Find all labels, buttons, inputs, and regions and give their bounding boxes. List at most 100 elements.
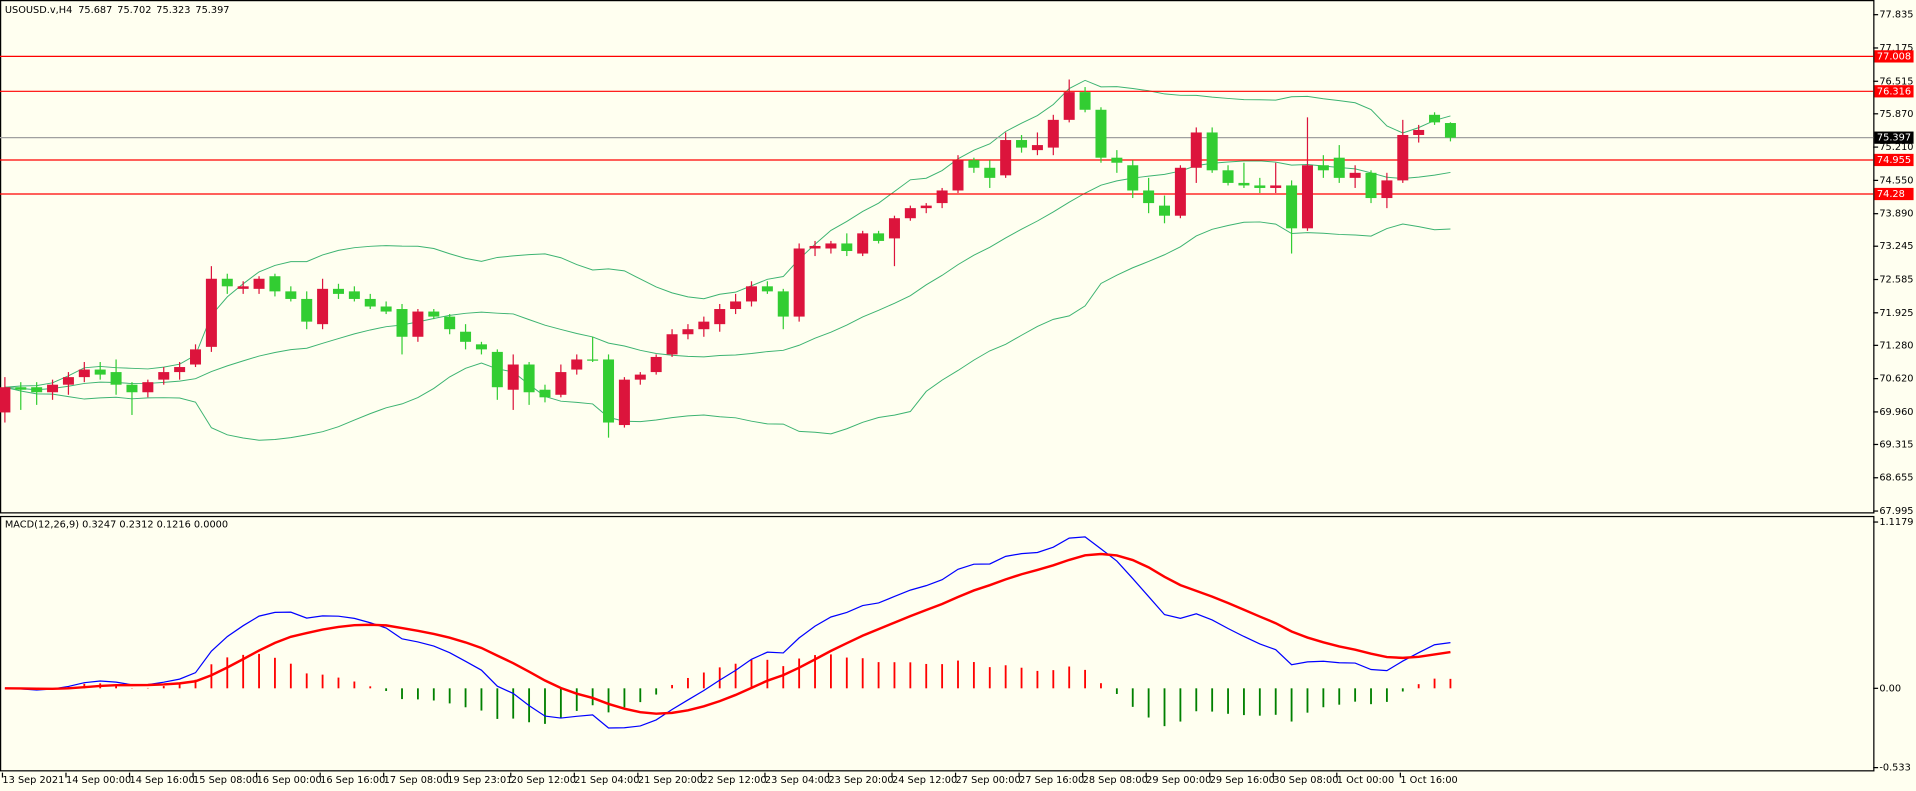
candle-body	[1127, 165, 1139, 191]
candle-body	[1222, 170, 1234, 183]
candle-body	[1397, 134, 1409, 181]
candle-body	[158, 372, 170, 380]
candle-body	[94, 369, 106, 375]
y-tick-label: 77.175	[1879, 43, 1913, 54]
candle-body	[348, 291, 360, 299]
candle-body	[1063, 92, 1075, 120]
candle-body	[1079, 92, 1091, 110]
candle-body	[745, 286, 757, 302]
symbol-title: USOUSD.v,H4	[5, 5, 72, 16]
macd-line	[4, 536, 1451, 729]
candle-body	[761, 286, 773, 292]
candle-body	[1111, 157, 1123, 163]
x-tick-label: 19 Sep 23:01	[447, 775, 512, 786]
x-tick-label: 27 Sep 00:00	[956, 775, 1021, 786]
candle-body	[1365, 172, 1377, 199]
x-tick-label: 16 Sep 16:00	[320, 775, 385, 786]
x-tick-label: 17 Sep 08:00	[384, 775, 449, 786]
candle-body	[1444, 123, 1456, 138]
candle-body	[1429, 114, 1441, 123]
candle-body	[253, 278, 265, 289]
y-tick-label: 73.890	[1879, 209, 1913, 220]
candle-body	[1159, 205, 1171, 216]
y-tick-label: 69.315	[1879, 439, 1913, 450]
candle-body	[1238, 182, 1250, 186]
x-tick-label: 15 Sep 08:00	[193, 775, 258, 786]
candle-body	[1333, 157, 1345, 178]
candle-body	[1190, 132, 1202, 168]
x-tick-label: 14 Sep 00:00	[66, 775, 131, 786]
candle-body	[857, 233, 869, 254]
candle-body	[1381, 180, 1393, 199]
candle-body	[396, 309, 408, 337]
x-tick-label: 21 Sep 20:00	[638, 775, 703, 786]
candle-body	[1095, 109, 1107, 158]
candle-body	[666, 334, 678, 355]
x-tick-label: 23 Sep 04:00	[765, 775, 830, 786]
candle-body	[1317, 165, 1329, 171]
header-value: 75.323	[156, 5, 190, 16]
candle-body	[698, 321, 710, 330]
candle-body	[15, 387, 27, 390]
y-tick-label: 70.620	[1879, 374, 1913, 385]
y-tick-label: 72.585	[1879, 275, 1913, 286]
level-label-box	[1874, 50, 1914, 63]
x-tick-label: 1 Oct 00:00	[1337, 775, 1394, 786]
x-tick-label: 27 Sep 16:00	[1019, 775, 1084, 786]
candle-body	[190, 349, 202, 365]
y-tick-label: 76.515	[1879, 76, 1913, 87]
candle-body	[47, 384, 59, 393]
candle-body	[603, 359, 615, 423]
x-tick-label: 14 Sep 16:00	[130, 775, 195, 786]
level-label: 77.008	[1877, 51, 1911, 62]
candle-body	[444, 316, 456, 330]
candle-body	[285, 291, 297, 299]
candle-body	[1206, 132, 1218, 171]
candle-body	[650, 356, 662, 373]
candle-body	[1254, 185, 1266, 188]
y-tick-label: 71.925	[1879, 308, 1913, 319]
x-tick-label: 24 Sep 12:00	[892, 775, 957, 786]
candle-body	[110, 372, 122, 385]
level-label: 74.28	[1877, 189, 1905, 200]
level-label-box	[1874, 187, 1914, 201]
y-tick-label: 77.835	[1879, 10, 1913, 21]
level-label: 74.955	[1877, 155, 1911, 166]
candle-body	[730, 301, 742, 310]
y-tick-label: 67.995	[1879, 506, 1913, 517]
candle-body	[1031, 145, 1043, 151]
candle-body	[237, 286, 249, 289]
level-label-box	[1874, 85, 1914, 98]
candle-body	[825, 243, 837, 249]
current-price-box	[1874, 131, 1914, 144]
candle-body	[460, 331, 472, 342]
candle-body	[317, 288, 329, 325]
candle-body	[78, 369, 90, 378]
current-price-label: 75.397	[1877, 133, 1911, 144]
price-panel-frame	[0, 0, 1875, 514]
candle-body	[1174, 167, 1186, 216]
candle-body	[587, 359, 599, 361]
signal-line	[4, 552, 1451, 715]
candle-body	[682, 329, 694, 335]
candle-body	[920, 205, 932, 209]
macd-tick-label: 0.00	[1879, 683, 1901, 694]
candle-body	[0, 387, 11, 413]
y-tick-label: 71.280	[1879, 340, 1913, 351]
header-value: 75.687	[78, 5, 112, 16]
candle-body	[968, 160, 980, 168]
candle-body	[142, 382, 154, 393]
candle-body	[634, 374, 646, 380]
candle-body	[618, 379, 630, 426]
x-tick-label: 21 Sep 04:00	[574, 775, 639, 786]
ohlc-header: 75.687 75.702 75.323 75.397	[78, 5, 229, 16]
candle-body	[507, 364, 519, 390]
candle-body	[301, 298, 313, 322]
y-tick-label: 68.655	[1879, 473, 1913, 484]
candle-body	[1016, 140, 1028, 148]
candle-body	[31, 387, 43, 393]
macd-tick-label: 1.1179	[1879, 517, 1913, 528]
level-label: 76.316	[1877, 86, 1911, 97]
